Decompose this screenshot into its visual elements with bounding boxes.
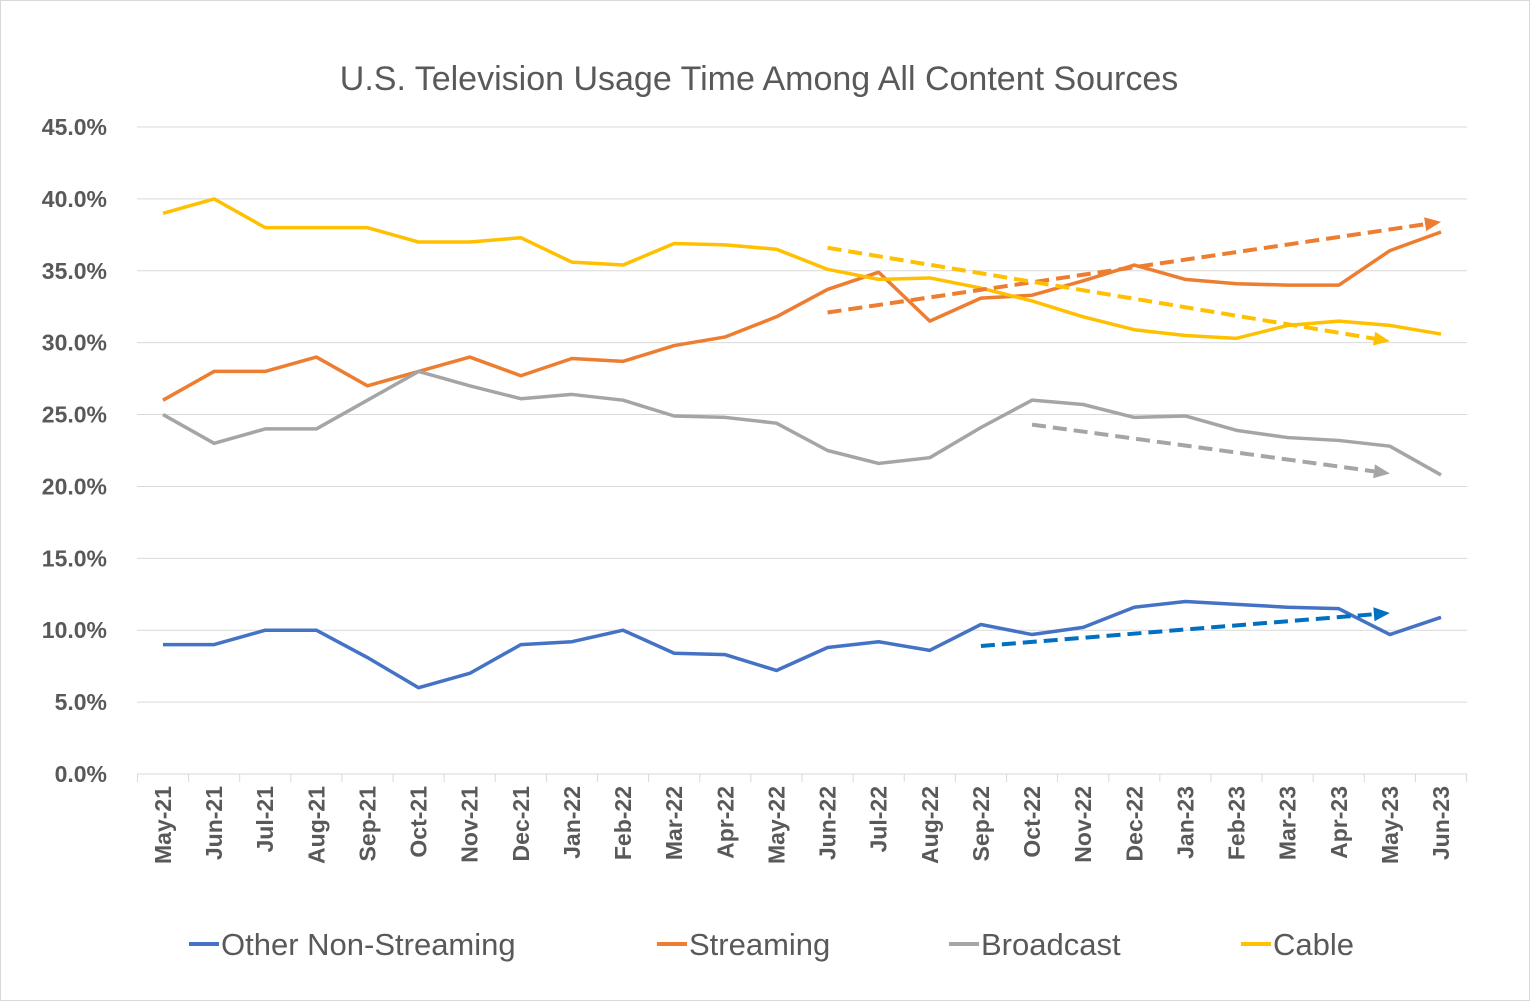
x-tick-label: Aug-21 [303,786,329,864]
y-tick-label: 45.0% [42,114,107,140]
y-tick-label: 20.0% [42,473,107,499]
x-tick-label: Apr-23 [1326,786,1352,859]
x-tick-label: Sep-22 [968,786,994,861]
x-tick-label: Jul-22 [866,786,892,852]
x-tick-label: Nov-21 [457,786,483,863]
x-tick-label: Jan-23 [1172,786,1198,859]
x-tick-label: Feb-23 [1224,786,1250,860]
y-tick-label: 0.0% [55,761,107,787]
trend-arrow-head [1373,332,1390,346]
x-tick-label: Jun-21 [201,786,227,860]
y-tick-label: 15.0% [42,545,107,571]
x-tick-label: Mar-22 [661,786,687,860]
trend-arrow-head [1373,464,1390,478]
y-tick-label: 10.0% [42,617,107,643]
legend-label: Broadcast [981,927,1121,962]
legend-label: Cable [1273,927,1354,962]
series-line-broadcast [163,371,1441,475]
y-tick-label: 35.0% [42,258,107,284]
trend-arrow-line [1032,425,1374,472]
y-tick-label: 5.0% [55,689,107,715]
x-tick-label: Aug-22 [917,786,943,864]
x-tick-label: Oct-22 [1019,786,1045,858]
series-line-other-non-streaming [163,601,1441,687]
legend-label: Other Non-Streaming [221,927,516,962]
x-tick-label: Mar-23 [1275,786,1301,860]
trend-arrow-head [1424,217,1441,231]
y-tick-label: 40.0% [42,186,107,212]
x-tick-label: Dec-22 [1121,786,1147,861]
x-tick-label: Dec-21 [508,786,534,862]
x-tick-label: May-22 [763,786,789,864]
y-tick-label: 25.0% [42,402,107,428]
x-tick-label: May-21 [150,786,176,864]
x-tick-label: Jun-22 [815,786,841,860]
x-tick-label: May-23 [1377,786,1403,864]
x-tick-label: Jun-23 [1428,786,1454,860]
y-tick-label: 30.0% [42,330,107,356]
x-tick-label: Sep-21 [354,786,380,862]
x-tick-label: Apr-22 [712,786,738,859]
x-tick-label: Oct-21 [406,786,432,858]
trend-arrow-line [828,248,1375,339]
x-tick-label: Nov-22 [1070,786,1096,863]
x-tick-label: Jan-22 [559,786,585,859]
trend-arrow-head [1373,607,1390,621]
x-tick-label: Jul-21 [252,786,278,853]
legend-label: Streaming [689,927,830,962]
chart-title: U.S. Television Usage Time Among All Con… [340,60,1178,98]
x-tick-label: Feb-22 [610,786,636,860]
